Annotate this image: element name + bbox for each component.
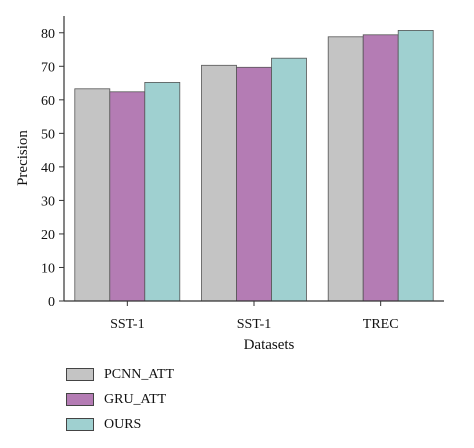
y-tick-label: 0: [48, 295, 55, 310]
y-tick-label: 80: [41, 27, 55, 42]
x-tick-label: SST-1: [237, 317, 272, 332]
bar-ours-1: [144, 82, 181, 302]
y-tick-label: 10: [41, 261, 55, 276]
x-ticks-group: SST-1 SST-1 TREC: [110, 301, 399, 332]
y-tick-label: 40: [41, 161, 55, 176]
legend-swatch-ours: [66, 418, 94, 431]
bar-gru-att-3: [362, 34, 399, 302]
legend-item-gru-att: GRU_ATT: [66, 387, 174, 412]
y-ticks-group: 0 10 20 30 40 50 60 70 80: [41, 27, 64, 310]
legend-swatch-pcnn-att: [66, 368, 94, 381]
y-tick-label: 60: [41, 94, 55, 109]
bar-pcnn-att-1: [74, 88, 111, 302]
legend-label-ours: OURS: [104, 416, 142, 432]
legend-label-pcnn-att: PCNN_ATT: [104, 366, 175, 382]
legend-item-ours: OURS: [66, 412, 174, 437]
bar-ours-3: [397, 29, 434, 302]
bar-gru-att-2: [236, 66, 272, 302]
y-axis-label: Precision: [15, 130, 31, 186]
bar-gru-att-1: [109, 91, 146, 302]
bar-ours-2: [271, 57, 307, 302]
bars-group: [74, 29, 434, 302]
x-axis-label: Datasets: [244, 337, 295, 353]
bar-pcnn-att-2: [201, 64, 237, 302]
bar-chart: 0 10 20 30 40 50 60 70 80 SST-1 SST-1 TREC Precisi…: [15, 16, 444, 353]
legend-swatch-gru-att: [66, 393, 94, 406]
y-tick-label: 70: [41, 60, 55, 75]
bar-pcnn-att-3: [327, 36, 364, 302]
y-tick-label: 30: [41, 194, 55, 209]
y-tick-label: 20: [41, 228, 55, 243]
legend-item-pcnn-att: PCNN_ATT: [66, 362, 174, 387]
y-tick-label: 50: [41, 127, 55, 142]
legend-label-gru-att: GRU_ATT: [104, 391, 167, 407]
legend: PCNN_ATT GRU_ATT OURS: [66, 362, 174, 437]
x-tick-label: TREC: [363, 317, 399, 332]
x-tick-label: SST-1: [110, 317, 145, 332]
